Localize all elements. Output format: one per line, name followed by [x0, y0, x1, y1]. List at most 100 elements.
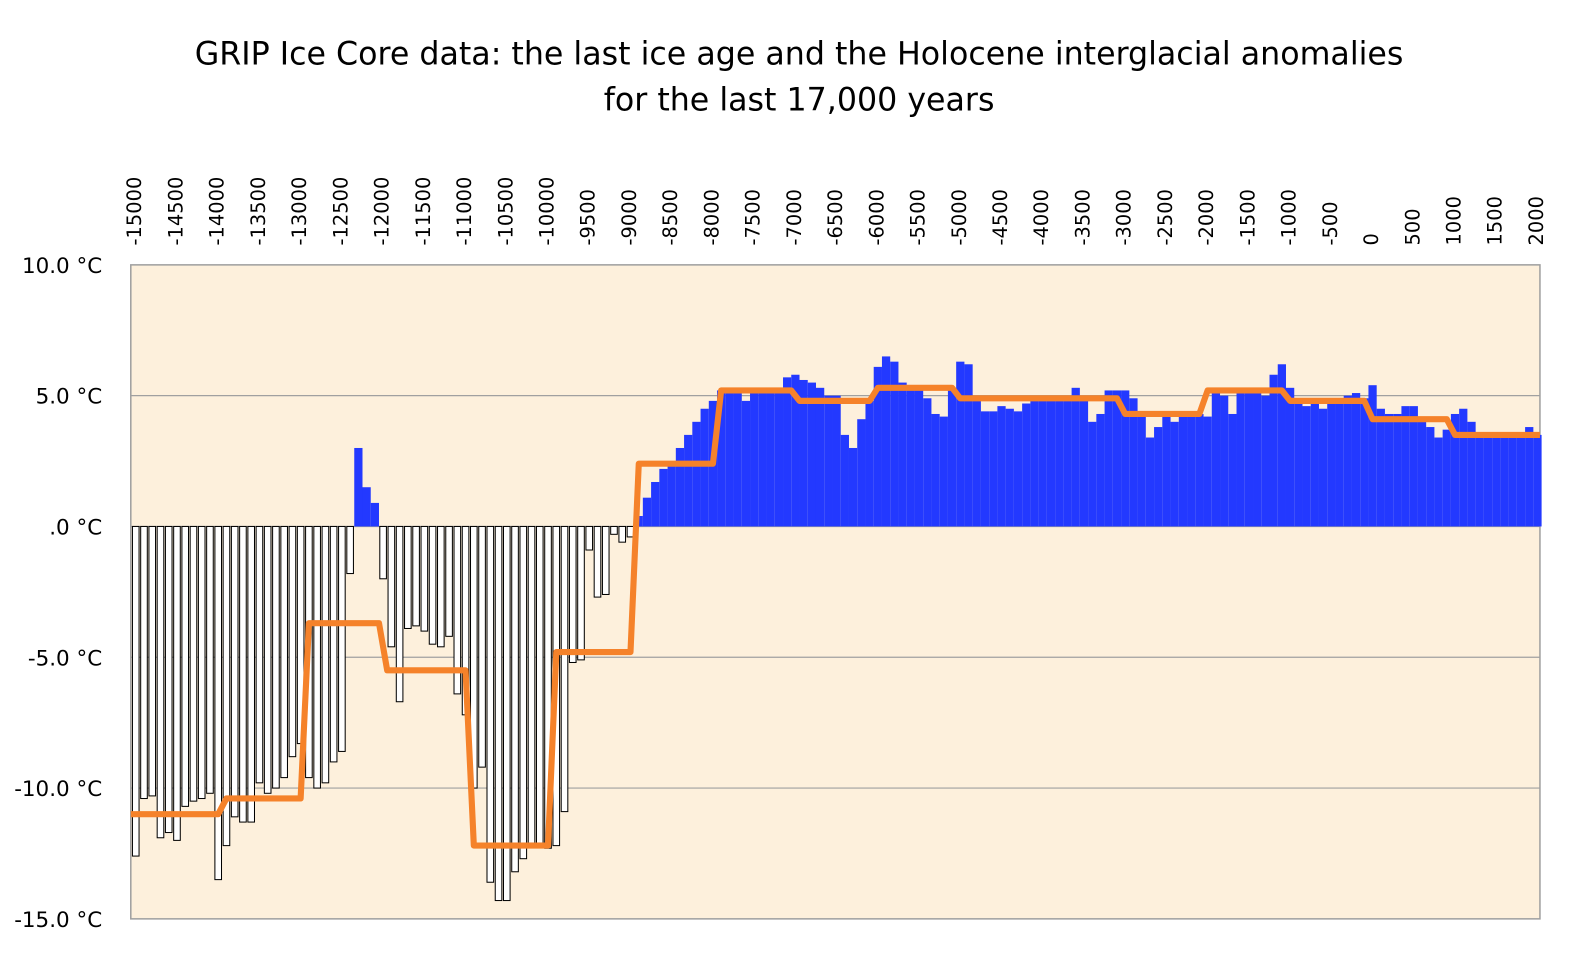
bar [313, 525, 321, 789]
bar [848, 447, 858, 527]
bar [881, 356, 891, 527]
bar [577, 525, 585, 661]
bar [164, 525, 173, 834]
bar [1351, 393, 1361, 527]
bar [980, 411, 990, 527]
y-tick-label: -5.0 °C [28, 646, 102, 671]
bar [1063, 395, 1072, 527]
bar [288, 525, 297, 758]
bar [486, 525, 495, 883]
bar [412, 525, 420, 627]
bar [511, 525, 519, 873]
x-tick-label: -3000 [1113, 189, 1136, 245]
bar [1285, 387, 1295, 527]
bar [1236, 390, 1245, 527]
bar [1426, 427, 1435, 527]
bar [1022, 403, 1031, 527]
bar [1244, 387, 1254, 527]
bar [527, 525, 536, 844]
bar [1203, 416, 1212, 527]
bar [206, 525, 214, 794]
bar [1261, 395, 1270, 527]
bar [1294, 400, 1303, 527]
bar [272, 525, 280, 789]
bar [1310, 403, 1319, 527]
bar [1343, 395, 1352, 527]
x-tick-label: -8000 [700, 189, 723, 245]
x-tick-label: -4500 [989, 189, 1012, 245]
bar [741, 400, 751, 527]
bar [1360, 398, 1369, 527]
bar [255, 525, 264, 784]
bar [832, 395, 841, 527]
y-tick-label: .0 °C [49, 516, 102, 541]
bar [445, 525, 453, 637]
x-tick-label: -13500 [247, 177, 270, 246]
x-tick-label: 500 [1401, 208, 1424, 245]
bar [321, 525, 330, 784]
bar [815, 387, 825, 527]
bar [1187, 411, 1196, 527]
x-tick-label: 0 [1360, 233, 1383, 245]
bar [1038, 395, 1047, 527]
bar [997, 406, 1006, 527]
bar [898, 382, 907, 527]
chart-subtitle: for the last 17,000 years [604, 83, 995, 119]
bar [1376, 408, 1385, 527]
bar [956, 361, 965, 527]
bar [247, 525, 255, 823]
x-tick-label: -11000 [453, 177, 476, 246]
x-tick-label: -7000 [783, 189, 806, 245]
x-tick-label: -6500 [824, 189, 847, 245]
bar [1030, 400, 1039, 527]
x-tick-label: -4000 [1030, 189, 1053, 245]
x-tick-label: 2000 [1525, 196, 1548, 245]
bar [1277, 364, 1286, 527]
bar [675, 447, 685, 527]
bar [799, 379, 808, 527]
bar [1162, 416, 1171, 527]
bar [964, 364, 973, 527]
bar [824, 395, 833, 527]
y-tick-label: -10.0 °C [14, 777, 102, 802]
x-tick-label: -1000 [1278, 189, 1301, 245]
bar [1170, 421, 1179, 527]
bar [437, 525, 445, 648]
bar [618, 525, 627, 543]
bar [1253, 390, 1262, 527]
x-tick-label: -11500 [412, 177, 435, 246]
bar [1013, 411, 1023, 527]
bar [700, 408, 709, 527]
bar [1269, 374, 1278, 527]
bar [1055, 398, 1064, 527]
bar [972, 395, 981, 527]
bar [395, 525, 404, 703]
bar [189, 525, 198, 802]
bar [774, 387, 784, 527]
bar [1368, 385, 1377, 527]
bar [873, 366, 882, 527]
bar [1145, 437, 1155, 527]
bar [338, 525, 346, 752]
x-tick-label: 1000 [1443, 196, 1466, 245]
x-tick-label: -12000 [371, 177, 394, 246]
bar [725, 387, 734, 527]
bar [1442, 429, 1451, 527]
bar [857, 419, 866, 527]
bar [1384, 413, 1394, 527]
bar [1401, 406, 1410, 527]
bar [1220, 395, 1229, 527]
bar [263, 525, 272, 794]
bar [1533, 434, 1542, 527]
bar [1516, 432, 1526, 527]
bar [346, 525, 354, 575]
bar [1467, 421, 1476, 527]
x-tick-label: -8500 [659, 189, 682, 245]
bar [1335, 398, 1344, 527]
bar [601, 525, 610, 595]
bar [766, 390, 775, 527]
bar [651, 481, 660, 527]
bar [667, 461, 676, 527]
bar [783, 377, 792, 527]
